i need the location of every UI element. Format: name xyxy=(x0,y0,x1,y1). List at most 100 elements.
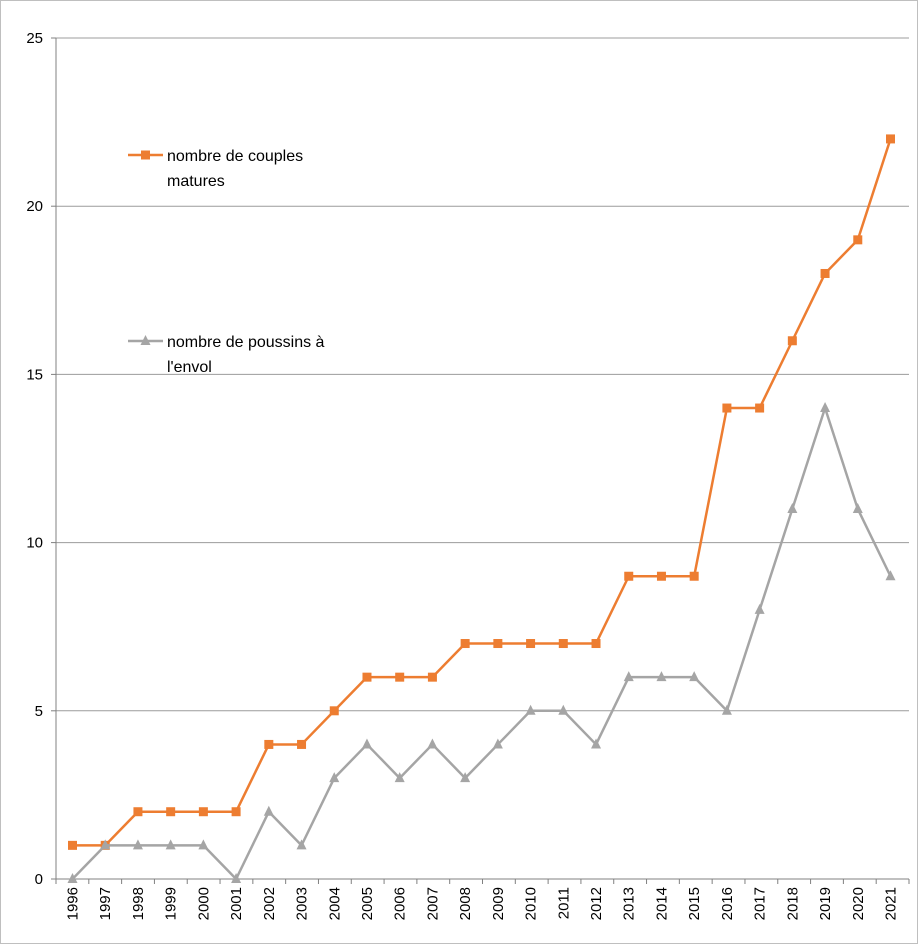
y-tick-label: 5 xyxy=(35,703,43,720)
x-tick-label: 2000 xyxy=(195,887,212,920)
x-tick-label: 2015 xyxy=(686,887,703,920)
data-point xyxy=(656,571,666,581)
data-point xyxy=(656,671,667,682)
data-point xyxy=(263,805,274,816)
legend-label: matures xyxy=(167,173,225,190)
data-point xyxy=(558,704,569,715)
y-tick-label: 15 xyxy=(26,366,43,383)
legend-label: nombre de couples xyxy=(167,148,303,165)
data-point xyxy=(165,839,176,850)
x-tick-label: 2007 xyxy=(424,887,441,920)
data-point xyxy=(624,571,634,581)
data-point xyxy=(526,639,536,649)
data-point xyxy=(525,704,536,715)
data-point xyxy=(591,738,602,749)
data-point xyxy=(689,671,700,682)
x-tick-label: 2010 xyxy=(523,887,540,920)
data-point xyxy=(394,772,405,783)
data-point xyxy=(133,807,143,817)
data-point xyxy=(689,571,699,581)
legend-label: nombre de poussins à xyxy=(167,334,325,351)
data-point xyxy=(460,772,471,783)
data-point xyxy=(296,839,307,850)
x-tick-label: 2002 xyxy=(261,887,278,920)
data-point xyxy=(492,738,503,749)
data-point xyxy=(852,502,863,513)
x-tick-label: 2019 xyxy=(817,887,834,920)
data-point xyxy=(493,639,503,649)
series-2 xyxy=(67,402,896,883)
data-point xyxy=(100,839,111,850)
series-line xyxy=(72,138,892,847)
data-point xyxy=(853,235,863,245)
data-point xyxy=(395,672,405,682)
y-tick-label: 10 xyxy=(26,535,43,552)
data-point xyxy=(820,402,831,413)
y-tick-label: 0 xyxy=(35,871,43,888)
legend: nombre de couples matures nombre de poussi… xyxy=(128,148,325,376)
data-point xyxy=(754,603,765,614)
data-point xyxy=(329,772,340,783)
data-point xyxy=(68,840,77,850)
data-point xyxy=(297,739,307,749)
data-point xyxy=(721,704,732,715)
data-series xyxy=(67,134,896,883)
x-tick-label: 2013 xyxy=(621,887,638,920)
x-tick-label: 2014 xyxy=(653,887,670,920)
x-tick-label: 2018 xyxy=(784,887,801,920)
x-tick-label: 2016 xyxy=(719,887,736,920)
x-tick-labels: 1996 1997 1998 1999 2000 2001 2002 2003 2004 2005… xyxy=(55,879,910,920)
data-point xyxy=(427,672,437,682)
x-tick-label: 2008 xyxy=(457,887,474,920)
data-point xyxy=(820,268,830,278)
legend-marker xyxy=(141,150,150,160)
data-point xyxy=(231,807,241,817)
data-point xyxy=(460,639,470,649)
data-point xyxy=(361,738,372,749)
x-tick-label: 2012 xyxy=(588,887,605,920)
x-tick-label: 2004 xyxy=(326,887,343,920)
data-point xyxy=(329,706,339,716)
x-tick-label: 2020 xyxy=(850,887,867,920)
data-point xyxy=(623,671,634,682)
x-tick-label: 2017 xyxy=(752,887,769,920)
x-tick-label: 1999 xyxy=(163,887,180,920)
x-tick-label: 2021 xyxy=(883,887,900,920)
data-point xyxy=(67,873,78,883)
data-point xyxy=(231,873,242,883)
y-tick-label: 25 xyxy=(26,30,43,47)
x-tick-label: 2005 xyxy=(359,887,376,920)
data-point xyxy=(755,403,765,413)
data-point xyxy=(264,739,274,749)
y-tick-label: 20 xyxy=(26,198,43,215)
gridlines xyxy=(56,37,909,712)
x-tick-label: 2003 xyxy=(294,887,311,920)
data-point xyxy=(787,502,798,513)
data-point xyxy=(198,807,208,817)
x-tick-label: 2006 xyxy=(392,887,409,920)
data-point xyxy=(787,336,797,346)
data-point xyxy=(362,672,372,682)
x-tick-label: 2001 xyxy=(228,887,245,920)
x-tick-label: 1997 xyxy=(97,887,114,920)
series-1 xyxy=(68,134,895,850)
data-point xyxy=(132,839,143,850)
y-tick-labels: 0 5 10 15 20 25 xyxy=(26,30,56,888)
legend-entry-1: nombre de couples matures xyxy=(128,148,303,190)
data-point xyxy=(885,570,896,581)
x-tick-label: 2011 xyxy=(555,887,572,919)
data-point xyxy=(886,134,895,144)
x-tick-label: 1998 xyxy=(130,887,147,920)
data-point xyxy=(558,639,568,649)
legend-entry-2: nombre de poussins à l'envol xyxy=(128,334,325,376)
data-point xyxy=(166,807,176,817)
data-point xyxy=(591,639,601,649)
data-point xyxy=(198,839,209,850)
legend-label: l'envol xyxy=(167,359,212,376)
x-tick-label: 1996 xyxy=(65,887,82,920)
x-tick-label: 2009 xyxy=(490,887,507,920)
series-line xyxy=(71,406,892,881)
data-point xyxy=(722,403,732,413)
